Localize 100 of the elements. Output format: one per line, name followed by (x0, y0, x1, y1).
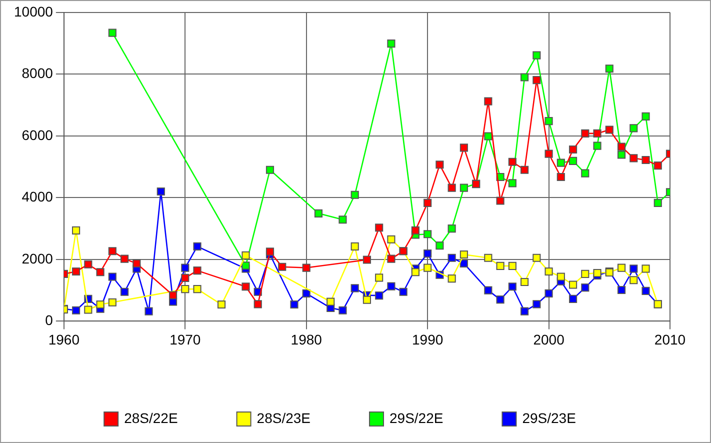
point (617, 150, 626, 159)
y-tick-label: 6000 (22, 126, 54, 143)
point (217, 300, 226, 309)
point (484, 132, 492, 140)
point (302, 264, 310, 272)
point (290, 300, 298, 309)
point (387, 282, 396, 290)
point (436, 160, 444, 169)
point (424, 198, 432, 207)
point (448, 274, 456, 283)
point (532, 254, 541, 262)
point (375, 224, 384, 232)
point (593, 142, 602, 150)
point (520, 73, 529, 82)
point (108, 272, 116, 281)
point (338, 216, 347, 224)
point (84, 306, 92, 314)
point (484, 254, 492, 262)
point (436, 242, 444, 250)
point (532, 76, 541, 84)
point (156, 187, 165, 196)
point (72, 306, 80, 314)
point (96, 300, 104, 309)
point (242, 262, 250, 270)
point (460, 144, 468, 152)
point (642, 112, 650, 120)
x-tick-label: 2000 (533, 331, 565, 348)
point (581, 270, 590, 278)
point (242, 282, 250, 291)
point (496, 296, 504, 304)
point (387, 254, 396, 263)
point (266, 248, 274, 256)
point (120, 254, 129, 263)
point (168, 291, 178, 300)
point (520, 307, 529, 316)
y-tick-label: 8000 (22, 65, 54, 82)
point (581, 169, 590, 178)
point (508, 158, 516, 166)
y-tick-label: 10000 (14, 3, 54, 20)
point (630, 276, 638, 284)
point (508, 179, 516, 188)
point (96, 268, 104, 276)
point (411, 226, 420, 234)
point (642, 156, 650, 164)
point (350, 284, 359, 292)
point (314, 209, 323, 218)
point (630, 264, 638, 273)
point (605, 126, 614, 134)
point (193, 285, 202, 294)
legend-label: 29S/23E (522, 410, 576, 426)
point (181, 274, 190, 282)
point (362, 296, 371, 304)
x-tick-label: 2010 (654, 331, 686, 348)
point (581, 129, 590, 138)
point (72, 226, 80, 234)
point (520, 278, 529, 286)
point (568, 294, 578, 303)
point (424, 250, 432, 258)
y-tick-label: 2000 (22, 250, 54, 266)
x-tick-label: 1990 (412, 331, 444, 348)
point (617, 264, 626, 272)
point (72, 267, 80, 276)
y-tick-label: 4000 (22, 188, 54, 205)
y-tick-label: 0 (45, 312, 54, 328)
point (544, 267, 553, 276)
point (460, 184, 468, 192)
point (181, 264, 190, 272)
point (350, 190, 359, 199)
point (254, 300, 262, 308)
point (411, 268, 420, 276)
point (484, 286, 492, 294)
point (132, 259, 141, 268)
point (375, 292, 384, 300)
point (108, 28, 116, 37)
point (484, 97, 492, 106)
legend-label: 28S/22E (124, 410, 178, 426)
point (278, 262, 286, 271)
point (544, 117, 553, 126)
point (556, 272, 565, 281)
legend-label: 29S/22E (390, 410, 444, 426)
point (630, 124, 638, 132)
point (181, 285, 190, 294)
point (496, 262, 504, 270)
point (448, 254, 456, 262)
point (593, 268, 602, 278)
point (544, 289, 553, 298)
point (581, 284, 590, 292)
point (593, 129, 602, 138)
x-tick-label: 1970 (170, 331, 201, 348)
point (338, 306, 347, 314)
point (568, 280, 578, 289)
point (84, 260, 92, 268)
point (242, 251, 250, 260)
point (532, 300, 541, 308)
x-tick-label: 1980 (290, 331, 322, 348)
point (654, 162, 662, 170)
point (532, 51, 541, 60)
point (375, 274, 384, 282)
point (120, 288, 129, 296)
point (568, 156, 578, 165)
